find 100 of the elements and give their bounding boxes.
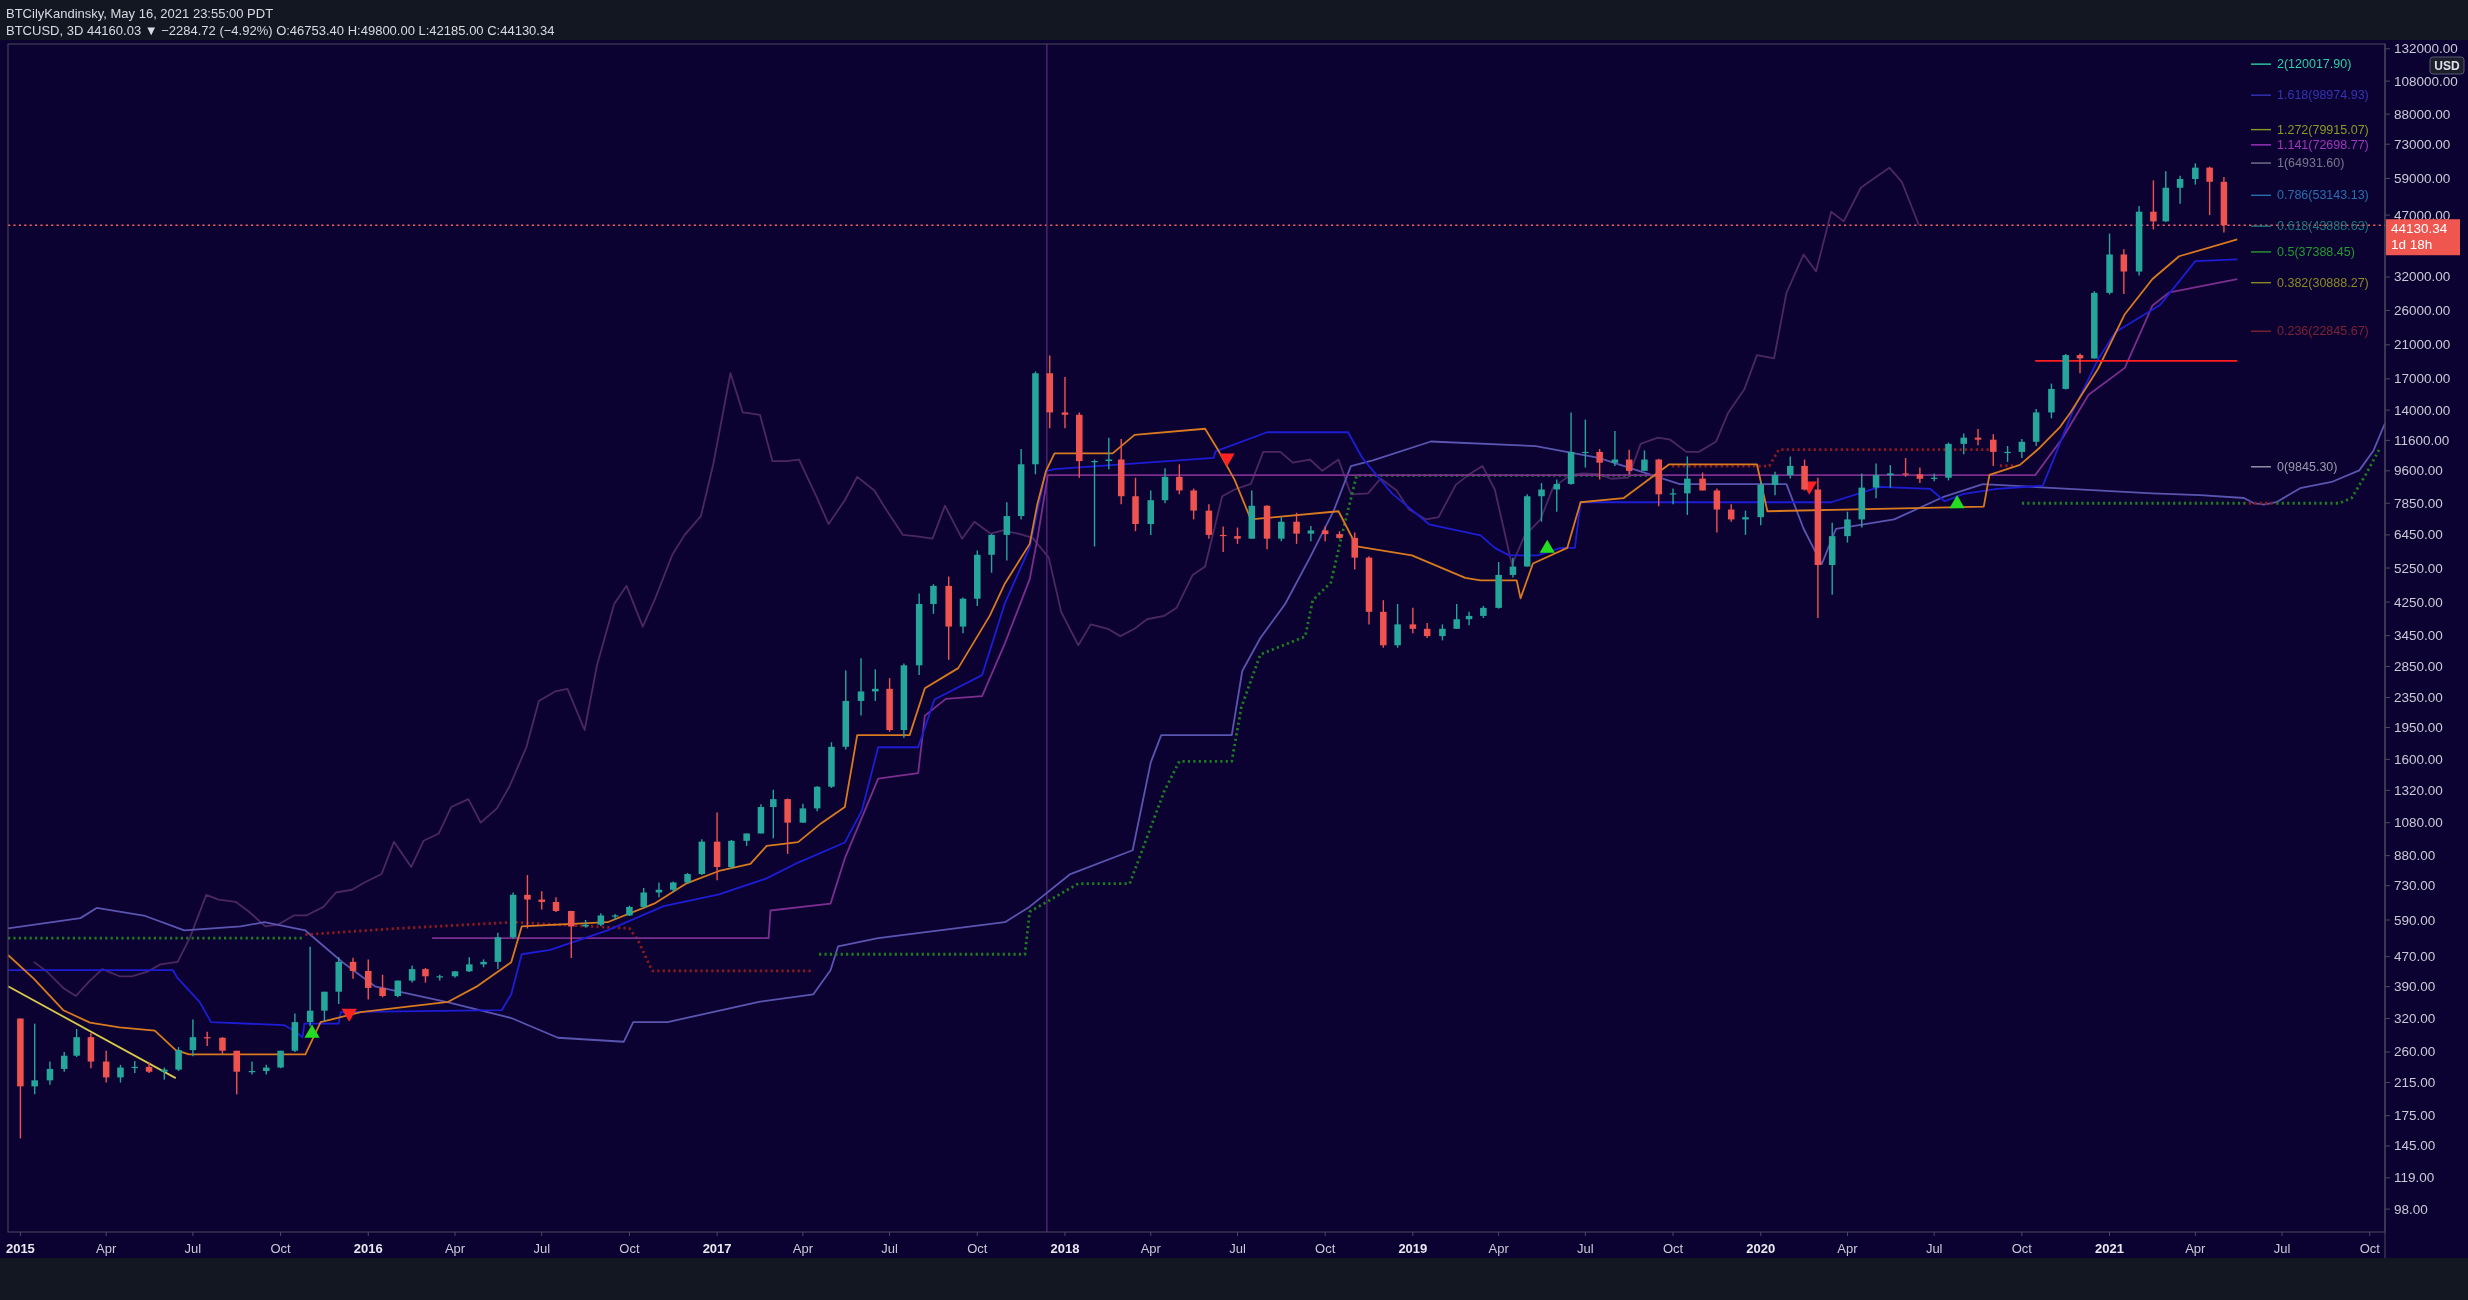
candlestick [1960,432,1967,455]
y-tick-label: 9600.00 [2394,463,2443,479]
y-tick-label: 47000.00 [2394,207,2451,223]
ref-line-label: 0.786(53143.13) [2277,188,2369,203]
candlestick [1974,428,1982,447]
ref-line-label: 1(64931.60) [2277,156,2345,171]
candlestick [1061,376,1069,430]
x-tick-label: Jul [533,1240,551,1256]
x-tick-label: 2016 [353,1240,383,1256]
x-tick-label: Oct [270,1240,292,1256]
x-tick-label: Oct [619,1240,640,1256]
ref-line-label: 1.618(98974.93) [2277,88,2369,103]
y-tick-label: 11600.00 [2394,432,2450,448]
y-tick-label: 1320.00 [2394,782,2443,798]
ref-line-label: 1.272(79915.07) [2277,122,2369,137]
y-tick-label: 14000.00 [2394,402,2451,418]
candlestick [1003,501,1011,562]
candlestick [2048,382,2055,420]
candlestick [175,1046,182,1072]
candlestick [799,803,807,824]
candlestick [379,974,386,999]
candlestick [73,1028,80,1058]
x-tick-label: 2017 [702,1240,732,1256]
y-tick-label: 21000.00 [2394,337,2451,353]
y-tick-label: 215.00 [2394,1075,2436,1091]
y-tick-label: 730.00 [2394,878,2436,894]
candlestick [1147,489,1155,536]
candlestick [2150,179,2157,231]
candlestick [2018,438,2026,459]
x-tick-label: 2020 [1746,1240,1776,1256]
y-tick-label: 32000.00 [2394,269,2451,285]
y-tick-label: 6450.00 [2394,527,2443,543]
ref-line-label: 0(9845.30) [2277,459,2338,474]
candlestick [321,991,328,1022]
y-tick-label: 132000.00 [2394,41,2458,57]
x-tick-label: Oct [1315,1240,1336,1256]
candlestick [1684,455,1691,516]
y-tick-label: 7850.00 [2394,495,2443,511]
candlestick [1887,464,1894,489]
y-tick-label: 108000.00 [2394,73,2458,89]
x-tick-label: Oct [967,1240,988,1256]
candlestick [1278,516,1285,542]
candlestick [784,797,791,855]
chart-subtitle: BTCUSD, 3D 44160.03 ▼ −2284.72 (−4.92%) O:46753.40 H:49800.00 L:42185.00 C:44130.34 [6,22,555,38]
y-tick-label: 175.00 [2394,1108,2436,1124]
candlestick [1351,531,1358,571]
y-tick-label: 1600.00 [2394,751,2443,767]
y-tick-label: 260.00 [2394,1044,2436,1060]
candlestick [568,910,575,959]
x-tick-label: Apr [96,1240,117,1256]
y-tick-label: 73000.00 [2394,136,2451,152]
candlestick [1787,455,1794,480]
line-series [8,422,2385,1043]
y-tick-label: 320.00 [2394,1011,2436,1027]
candlestick [1902,457,1909,478]
candlestick [60,1051,68,1073]
candlestick [1801,458,1808,492]
candlestick [1990,433,1997,467]
candlestick [1872,462,1880,499]
y-tick-label: 5250.00 [2394,560,2443,576]
candlestick [1176,463,1183,495]
candlestick [1190,487,1197,521]
y-tick-label: 3450.00 [2394,628,2443,644]
y-tick-label: 1080.00 [2394,815,2443,831]
x-tick-label: Jul [1577,1240,1594,1256]
text: 44130.34 [2391,220,2448,236]
candlestick [1321,525,1329,542]
candlestick [1293,512,1300,545]
y-tick-label: 88000.00 [2394,106,2451,122]
candlestick [31,1022,38,1095]
x-tick-label: Apr [1837,1240,1859,1256]
x-tick-label: Oct [1662,1240,1684,1256]
candlestick [189,1018,197,1058]
x-tick-label: Jul [2273,1240,2291,1256]
y-axis-title: USD [2434,58,2460,73]
ref-line-label: 0.382(30888.27) [2277,275,2369,290]
candlestick [857,657,865,717]
x-tick-label: Apr [444,1240,466,1256]
x-tick-label: 2018 [1050,1240,1080,1256]
y-tick-label: 2850.00 [2394,658,2443,674]
y-tick-label: 59000.00 [2394,170,2451,186]
y-tick-label: 17000.00 [2394,371,2451,387]
candlestick [1538,482,1545,523]
y-tick-label: 880.00 [2394,848,2436,864]
candlestick [2120,248,2128,295]
candlestick [770,789,777,840]
text: 1d 18h [2391,236,2433,252]
y-tick-label: 4250.00 [2394,594,2443,610]
y-tick-label: 26000.00 [2394,302,2451,318]
candlestick [1553,478,1561,513]
ref-line-label: 0.236(22845.67) [2277,324,2369,339]
y-tick-label: 1950.00 [2394,720,2443,736]
x-tick-label: Apr [1140,1240,1162,1256]
candlestick [1453,603,1460,630]
y-tick-label: 2350.00 [2394,689,2443,705]
candlestick [1742,509,1749,536]
candlestick [1641,449,1648,472]
x-tick-label: 2021 [2095,1240,2125,1256]
candlestick [1307,525,1315,542]
candlestick [365,958,372,1001]
